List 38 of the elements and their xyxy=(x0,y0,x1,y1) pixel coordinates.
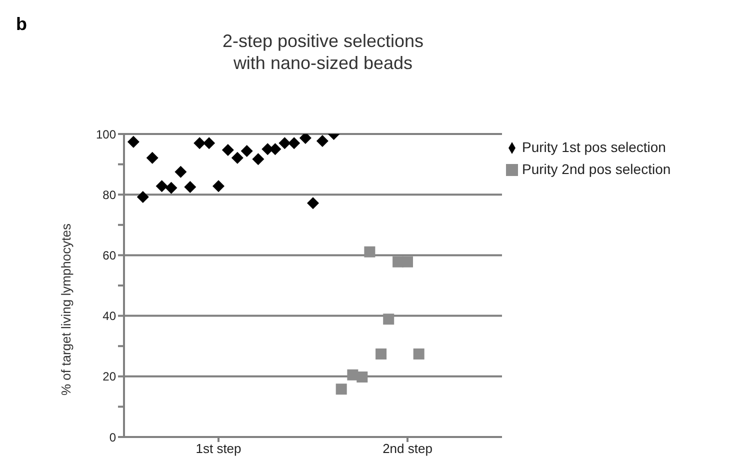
point xyxy=(252,153,264,166)
point xyxy=(240,144,253,157)
point xyxy=(146,152,158,164)
y-tick-label: 80 xyxy=(102,188,116,202)
point xyxy=(278,137,291,150)
point xyxy=(376,348,387,360)
x-tick-label: 2nd step xyxy=(382,441,432,456)
x-tick-label: 1st step xyxy=(196,441,242,456)
point xyxy=(156,180,168,192)
point xyxy=(307,197,319,210)
y-tick-label: 20 xyxy=(102,370,116,384)
point xyxy=(212,180,224,192)
point xyxy=(184,181,196,194)
y-tick-label: 40 xyxy=(102,309,116,324)
y-tick-label: 100 xyxy=(96,127,116,142)
point xyxy=(174,166,187,178)
point xyxy=(356,372,368,383)
point xyxy=(336,384,347,395)
point xyxy=(383,314,394,325)
point xyxy=(288,137,300,150)
point xyxy=(222,144,234,156)
point xyxy=(194,137,206,150)
point xyxy=(402,256,413,268)
legend-label: Purity 2nd pos selection xyxy=(522,161,671,177)
point xyxy=(165,182,178,194)
text: b xyxy=(16,14,27,35)
point xyxy=(127,136,140,148)
point xyxy=(413,348,424,360)
y-tick-label: 0 xyxy=(109,430,116,444)
point xyxy=(364,246,376,258)
point xyxy=(203,137,216,150)
point xyxy=(231,152,244,164)
point xyxy=(136,191,149,204)
y-tick-label: 60 xyxy=(102,248,116,262)
point xyxy=(316,134,328,147)
chart-title: 2-step positive selections with nano-sized beads xyxy=(221,30,425,74)
y-axis-title: % of target living lymphocytes xyxy=(58,223,74,396)
legend-label: Purity 1st pos selection xyxy=(522,139,666,155)
